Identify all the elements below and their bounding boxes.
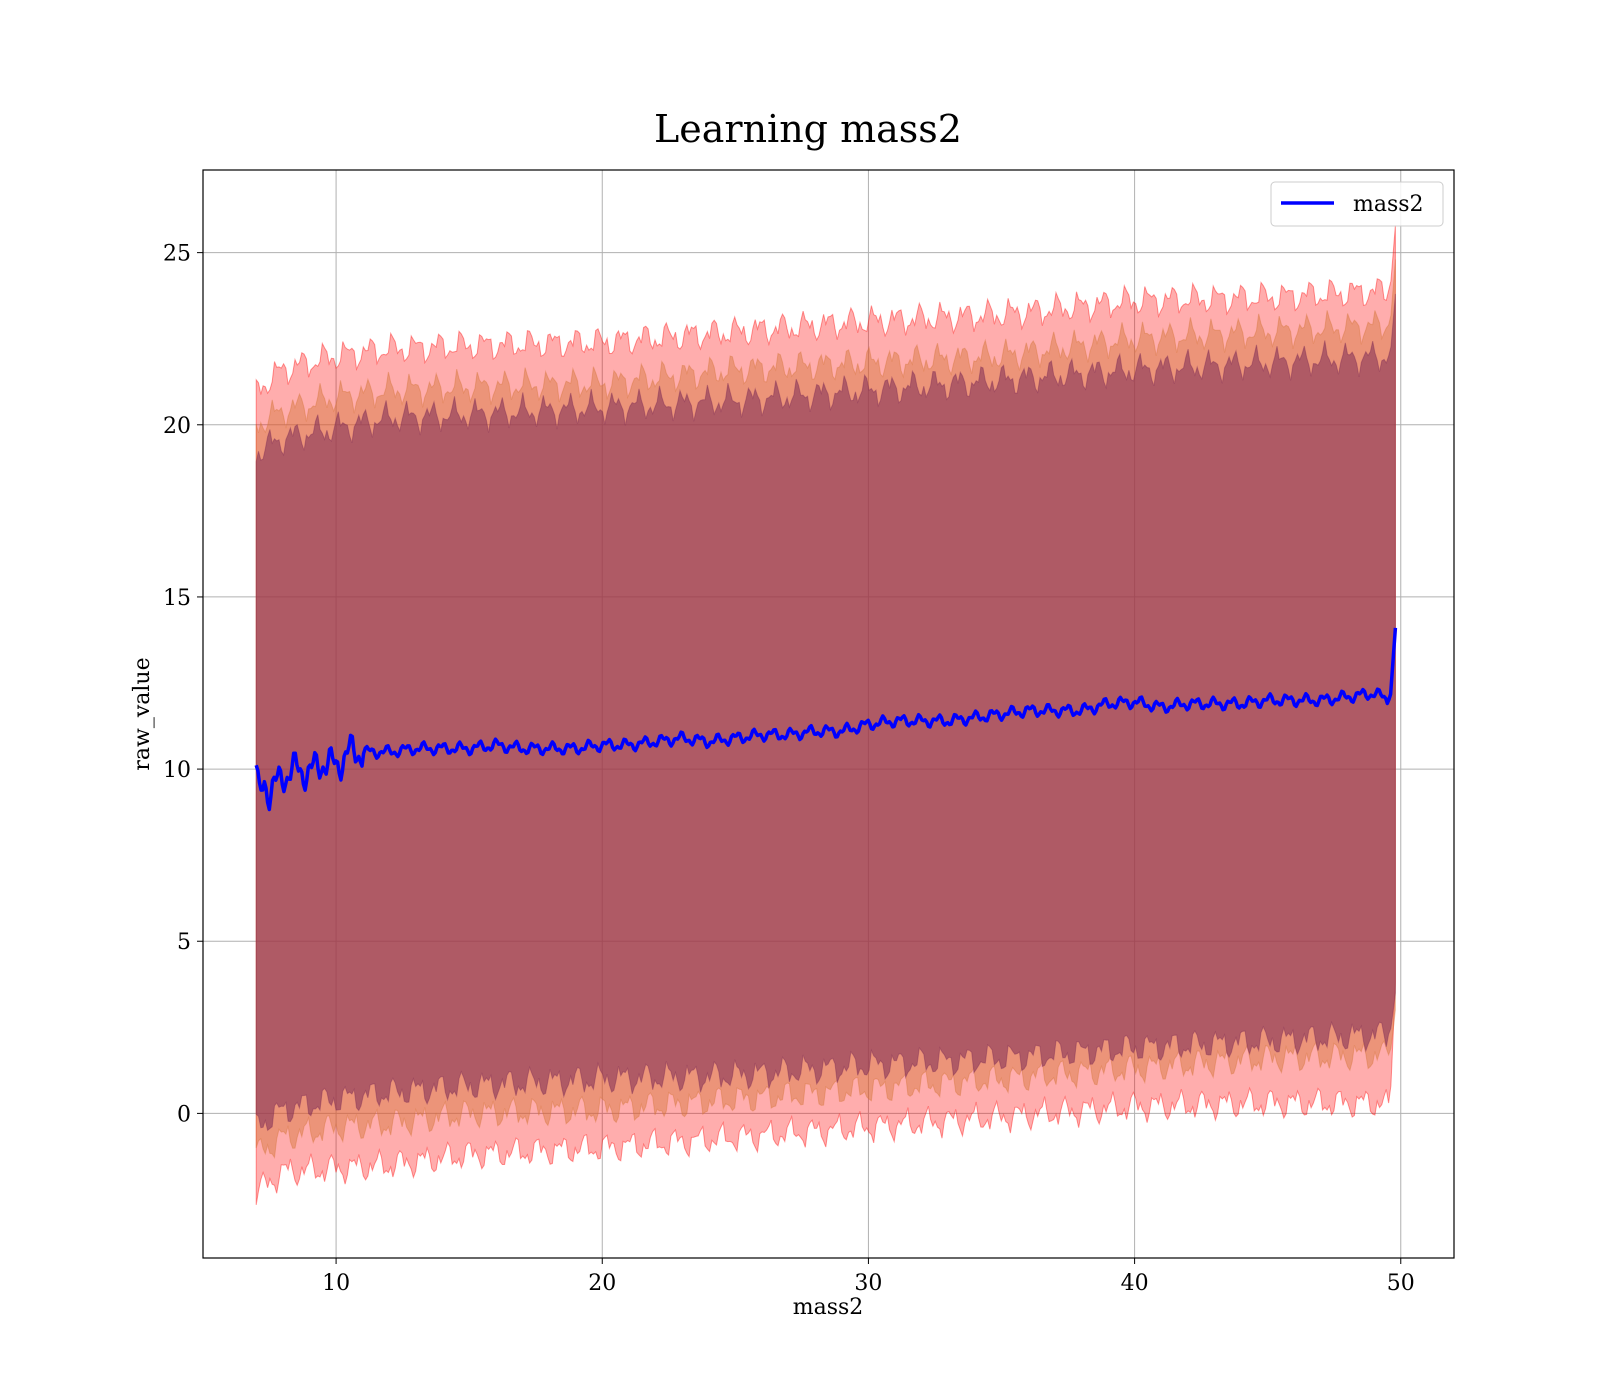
x-axis-ticks: 10 20 30 40 50	[322, 1258, 1415, 1296]
legend-box	[1270, 181, 1444, 227]
x-tick-label-10: 10	[322, 1271, 350, 1296]
y-axis-label: raw_value	[130, 657, 155, 770]
y-tick-label-20: 20	[163, 414, 191, 439]
x-tick-label-30: 30	[854, 1271, 882, 1296]
y-tick-label-15: 15	[163, 586, 191, 611]
y-tick-label-5: 5	[177, 930, 191, 955]
series-lines	[254, 627, 1398, 812]
y-tick-label-10: 10	[163, 758, 191, 783]
plot-area-frame	[202, 169, 1455, 1259]
y-axis-ticks: 0 5 10 15 20 25	[163, 242, 203, 1127]
x-tick-label-40: 40	[1121, 1271, 1149, 1296]
x-axis-label: mass2	[793, 1295, 864, 1320]
legend: mass2	[1270, 181, 1444, 227]
x-tick-label-50: 50	[1387, 1271, 1415, 1296]
legend-label-mass2: mass2	[1353, 192, 1424, 217]
y-tick-label-0: 0	[177, 1102, 191, 1127]
series-line-mass2	[254, 627, 1398, 812]
chart-title: Learning mass2	[654, 107, 962, 151]
y-tick-label-25: 25	[163, 242, 191, 267]
x-tick-label-20: 20	[588, 1271, 616, 1296]
uncertainty-bands	[255, 225, 1396, 1205]
band-2	[255, 293, 1396, 1132]
